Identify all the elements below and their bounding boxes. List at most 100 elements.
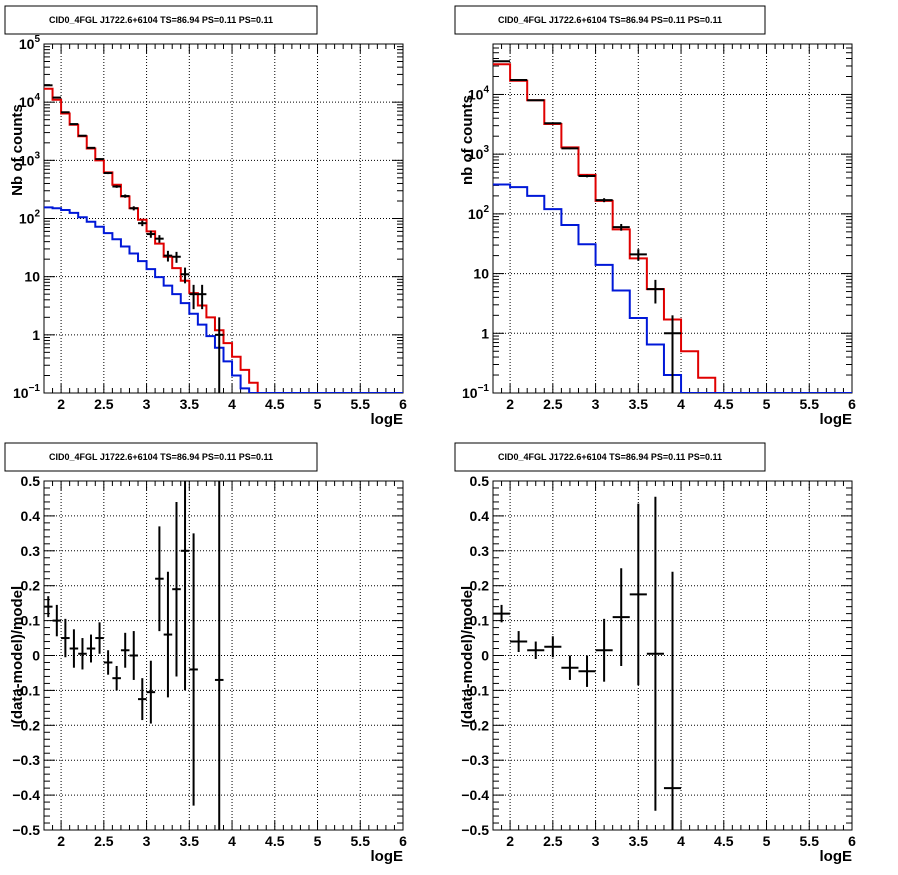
- data-point: [595, 198, 613, 203]
- model-series-line: [493, 63, 852, 393]
- data-point: [112, 185, 121, 188]
- y-tick-label: 1: [32, 327, 40, 343]
- x-tick-label: 3: [143, 396, 151, 412]
- y-tick-label: −0.2: [12, 717, 40, 733]
- x-tick-label: 2: [506, 833, 514, 849]
- title-box: [4, 5, 318, 35]
- data-point: [663, 315, 682, 393]
- data-point: [197, 284, 207, 310]
- data-point: [138, 220, 147, 227]
- x-tick-label: 3: [592, 833, 600, 849]
- x-tick-label: 4.5: [714, 396, 734, 412]
- x-tick-label: 4.5: [265, 396, 285, 412]
- y-axis-label: nb of counts: [459, 95, 476, 185]
- y-tick-label: 10: [24, 269, 40, 285]
- y-tick-label: 102: [19, 209, 41, 227]
- panel-top-left-counts: CID0_4FGL J1722.6+6104 TS=86.94 PS=0.11 …: [4, 5, 407, 428]
- y-tick-label: 104: [19, 92, 41, 110]
- x-tick-label: 3.5: [629, 833, 649, 849]
- x-tick-label: 2.5: [94, 833, 114, 849]
- y-axis-label: (data-model)/model: [9, 586, 26, 724]
- y-tick-label: 0.3: [470, 543, 490, 559]
- x-tick-label: 4.5: [714, 833, 734, 849]
- x-tick-label: 3.5: [180, 396, 200, 412]
- x-tick-label: 5.5: [351, 833, 371, 849]
- x-tick-label: 3: [143, 833, 151, 849]
- data-point: [561, 147, 579, 150]
- residual-point: [120, 632, 130, 668]
- data-point: [86, 146, 96, 149]
- x-axis-label: logE: [371, 848, 404, 865]
- plot-frame: [43, 480, 404, 831]
- data-point: [163, 250, 173, 262]
- x-axis-label: logE: [820, 411, 853, 428]
- y-tick-label: −0.3: [12, 752, 40, 768]
- x-tick-label: 4: [677, 833, 685, 849]
- y-tick-label: 102: [468, 204, 490, 222]
- panel-bottom-left-residuals: CID0_4FGL J1722.6+6104 TS=86.94 PS=0.11 …: [4, 442, 407, 865]
- residual-point: [493, 604, 511, 623]
- y-tick-label: 0.2: [21, 578, 41, 594]
- y-tick-label: 0: [32, 648, 40, 664]
- y-tick-label: 10−1: [13, 383, 40, 401]
- residual-point: [214, 481, 224, 830]
- chart-title: CID0_4FGL J1722.6+6104 TS=86.94 PS=0.11 …: [498, 15, 722, 25]
- residual-point: [78, 638, 87, 670]
- panel-top-right-counts: CID0_4FGL J1722.6+6104 TS=86.94 PS=0.11 …: [454, 5, 856, 428]
- residual-point: [146, 660, 156, 724]
- y-tick-label: 0.4: [21, 508, 41, 524]
- y-tick-label: 10−1: [462, 383, 489, 401]
- y-tick-label: 0.5: [21, 473, 41, 489]
- data-point: [527, 99, 545, 102]
- residual-point: [595, 618, 613, 682]
- y-tick-label: −0.5: [461, 822, 489, 838]
- residual-point: [578, 655, 596, 687]
- residual-point: [61, 618, 70, 658]
- data-point: [544, 122, 562, 125]
- panel-bottom-right-residuals: CID0_4FGL J1722.6+6104 TS=86.94 PS=0.11 …: [454, 442, 856, 865]
- y-tick-label: 103: [468, 144, 490, 162]
- y-tick-label: 0: [481, 648, 489, 664]
- residual-point: [52, 604, 62, 637]
- x-tick-label: 5.5: [800, 396, 820, 412]
- data-point: [180, 267, 190, 284]
- data-point: [69, 123, 79, 126]
- data-point: [629, 249, 647, 261]
- x-tick-label: 2: [506, 396, 514, 412]
- x-tick-label: 2.5: [543, 396, 563, 412]
- data-point: [646, 279, 664, 304]
- data-point: [612, 223, 630, 231]
- residual-point: [172, 501, 181, 677]
- x-tick-label: 6: [848, 833, 856, 849]
- y-tick-label: 105: [19, 34, 41, 52]
- y-tick-label: −0.1: [12, 682, 40, 698]
- x-tick-label: 2: [57, 396, 65, 412]
- x-tick-label: 2.5: [94, 396, 114, 412]
- residual-point: [155, 526, 164, 632]
- y-tick-label: −0.5: [12, 822, 40, 838]
- x-tick-label: 5: [763, 833, 771, 849]
- data-point: [146, 230, 156, 238]
- residual-point: [629, 503, 647, 686]
- y-tick-label: −0.4: [12, 787, 40, 803]
- x-tick-label: 4: [228, 833, 236, 849]
- x-tick-label: 4: [228, 396, 236, 412]
- background-series-line: [493, 183, 852, 393]
- background-series-line: [44, 206, 403, 393]
- data-point: [129, 206, 139, 211]
- y-tick-label: 0.3: [21, 543, 41, 559]
- x-axis-label: logE: [820, 848, 853, 865]
- data-point: [214, 317, 224, 393]
- x-tick-label: 4: [677, 396, 685, 412]
- residual-point: [180, 481, 190, 691]
- residual-point: [129, 631, 139, 680]
- data-point: [155, 235, 164, 243]
- y-tick-label: 0.5: [470, 473, 490, 489]
- residual-point: [95, 622, 104, 654]
- x-axis-label: logE: [371, 411, 404, 428]
- y-tick-label: −0.2: [461, 717, 489, 733]
- x-tick-label: 3: [592, 396, 600, 412]
- chart-title: CID0_4FGL J1722.6+6104 TS=86.94 PS=0.11 …: [498, 452, 722, 462]
- residual-point: [646, 496, 664, 811]
- residual-point: [44, 596, 53, 618]
